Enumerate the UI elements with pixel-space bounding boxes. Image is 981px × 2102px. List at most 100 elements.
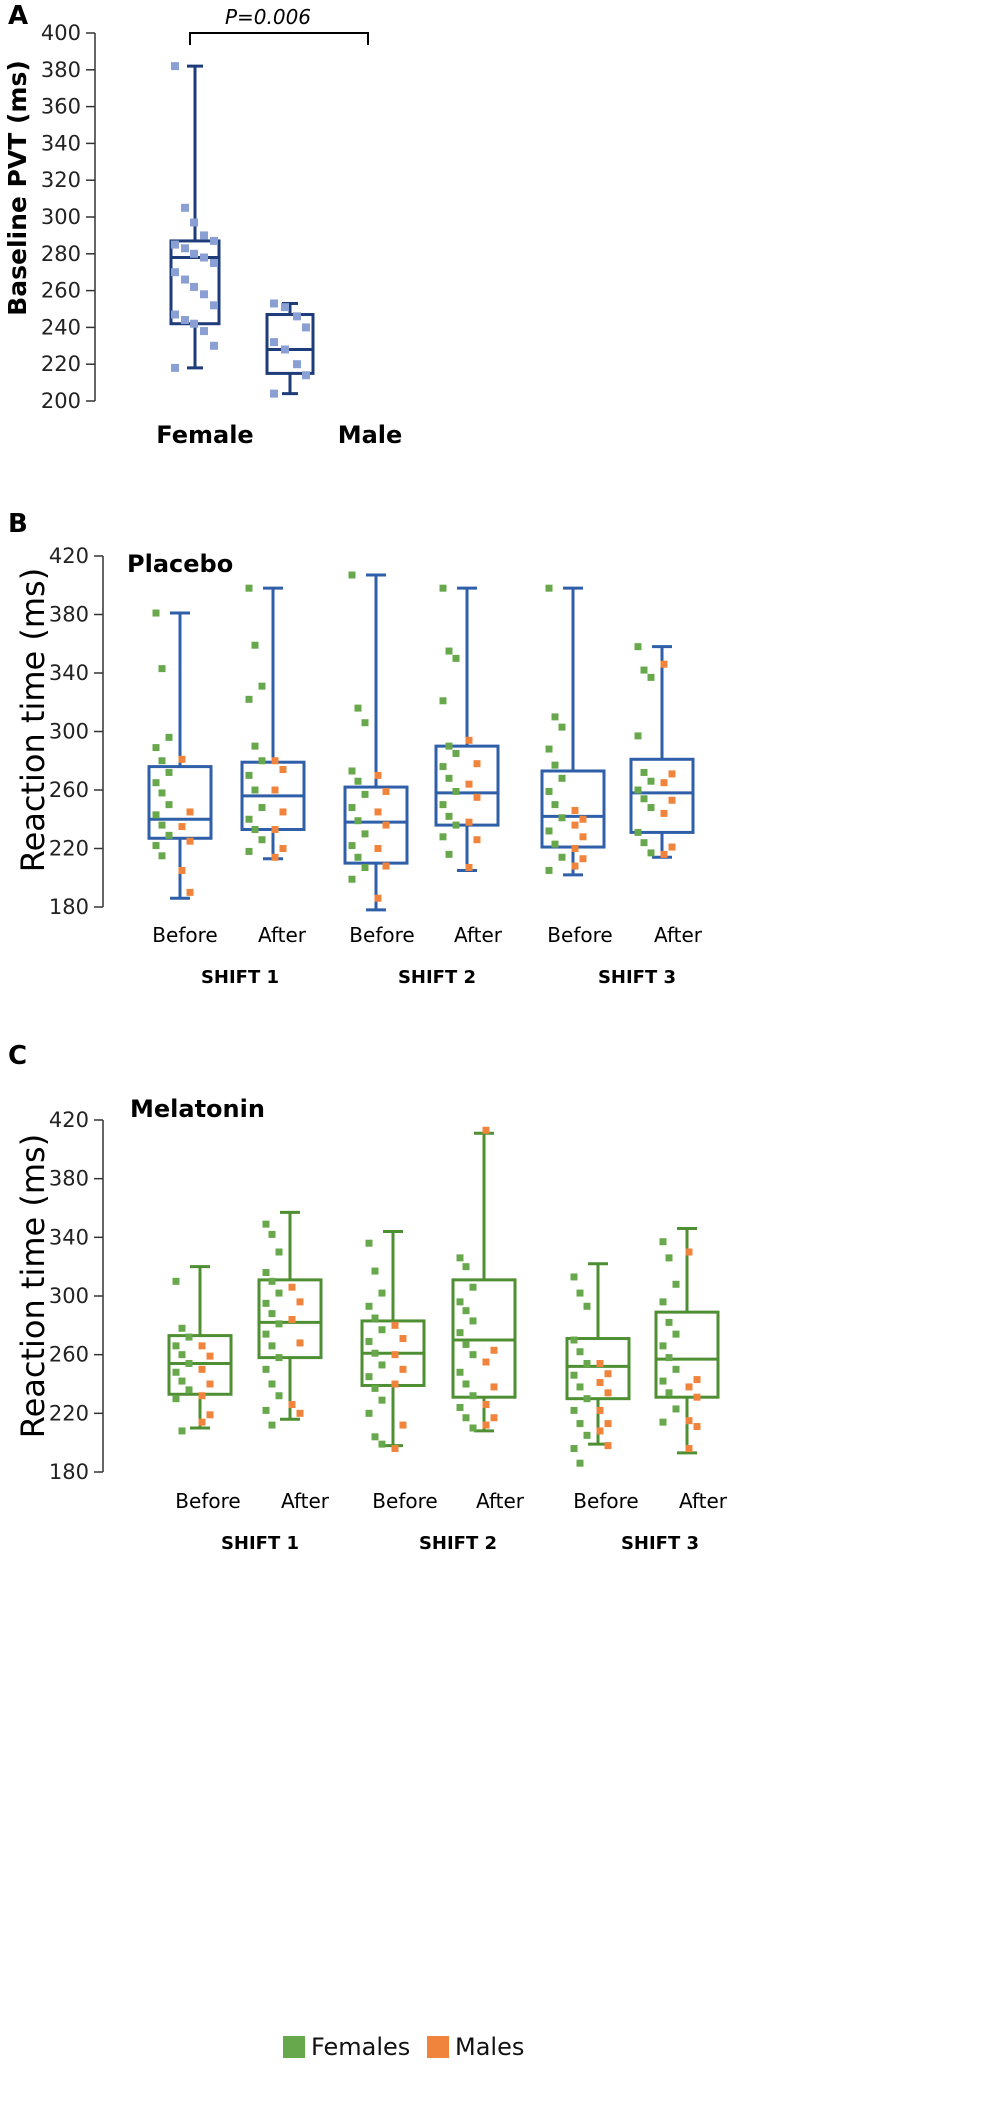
female-data-point	[165, 768, 173, 776]
male-data-point	[198, 1365, 206, 1373]
female-data-point	[469, 1283, 477, 1291]
male-data-point	[279, 808, 287, 816]
female-data-point	[456, 1329, 464, 1337]
y-tick-label: 300	[41, 205, 81, 229]
category-label-male: Male	[338, 421, 403, 449]
data-point	[293, 312, 301, 321]
condition-label-before: Before	[152, 923, 217, 947]
male-data-point	[660, 779, 668, 787]
panel-c: C 180 220 260 300 340 380 420 Reaction time (m…	[8, 1041, 728, 1554]
female-data-point	[640, 666, 648, 674]
y-tick-label: 360	[41, 95, 81, 119]
female-data-point	[456, 1368, 464, 1376]
female-data-point	[439, 763, 447, 771]
male-data-point	[571, 806, 579, 814]
female-data-point	[348, 571, 356, 579]
female-data-point	[583, 1359, 591, 1367]
female-data-point	[659, 1298, 667, 1306]
female-data-point	[583, 1302, 591, 1310]
shift-label-3: SHIFT 3	[621, 1533, 699, 1554]
female-data-point	[583, 1431, 591, 1439]
female-data-point	[371, 1384, 379, 1392]
female-data-point	[268, 1230, 276, 1238]
y-tick-label: 380	[49, 603, 89, 627]
female-data-point	[354, 704, 362, 712]
male-data-point	[391, 1351, 399, 1359]
female-data-point	[469, 1317, 477, 1325]
female-data-point	[545, 584, 553, 592]
box-male-box	[265, 313, 315, 375]
y-tick-label: 260	[49, 1343, 89, 1367]
male-data-point	[660, 809, 668, 817]
legend-label-males: Males	[455, 2033, 524, 2061]
female-data-point	[576, 1289, 584, 1297]
female-data-point	[172, 1368, 180, 1376]
data-point	[171, 240, 179, 249]
female-data-point	[178, 1427, 186, 1435]
female-data-point	[570, 1445, 578, 1453]
y-tick-label: 220	[49, 837, 89, 861]
male-data-point	[178, 755, 186, 763]
female-data-point	[445, 647, 453, 655]
female-data-point	[634, 786, 642, 794]
female-data-point	[365, 1409, 373, 1417]
male-data-point	[382, 787, 390, 795]
data-point	[171, 62, 179, 71]
female-data-point	[659, 1342, 667, 1350]
female-data-point	[445, 812, 453, 820]
female-data-point	[545, 827, 553, 835]
female-data-point	[178, 1324, 186, 1332]
y-tick-label: 240	[41, 315, 81, 339]
y-tick-label: 380	[49, 1167, 89, 1191]
male-data-point	[490, 1346, 498, 1354]
female-data-point	[365, 1302, 373, 1310]
female-data-point	[659, 1377, 667, 1385]
data-point	[171, 363, 179, 372]
female-data-point	[570, 1371, 578, 1379]
female-data-point	[152, 811, 160, 819]
panel-a-boxes	[169, 62, 315, 398]
female-data-point	[456, 1254, 464, 1262]
data-point	[181, 275, 189, 284]
female-data-point	[456, 1298, 464, 1306]
data-point	[210, 236, 218, 245]
data-point	[200, 327, 208, 336]
category-label-female: Female	[156, 421, 253, 449]
male-data-point	[693, 1376, 701, 1384]
male-data-point	[482, 1401, 490, 1409]
legend: Females Males	[283, 2033, 524, 2061]
female-data-point	[152, 779, 160, 787]
female-data-point	[576, 1348, 584, 1356]
panel-a-letter: A	[8, 1, 28, 31]
female-data-point	[371, 1314, 379, 1322]
male-data-point	[271, 757, 279, 765]
data-point	[171, 268, 179, 277]
female-data-point	[158, 665, 166, 673]
panel-c-y-label: Reaction time (ms)	[14, 1134, 52, 1438]
female-data-point	[165, 801, 173, 809]
female-data-point	[275, 1392, 283, 1400]
female-data-point	[275, 1289, 283, 1297]
panel-b-letter: B	[8, 509, 28, 539]
male-data-point	[668, 843, 676, 851]
male-data-point	[374, 845, 382, 852]
y-tick-label: 420	[49, 544, 89, 568]
female-data-point	[665, 1318, 673, 1326]
female-data-point	[152, 744, 160, 752]
panel-c-boxes	[167, 1126, 720, 1467]
y-tick-label: 200	[41, 389, 81, 413]
female-data-point	[647, 777, 655, 785]
female-data-point	[348, 875, 356, 883]
female-data-point	[245, 847, 253, 855]
female-data-point	[262, 1330, 270, 1338]
data-point	[281, 345, 289, 354]
male-data-point	[490, 1414, 498, 1422]
female-data-point	[245, 815, 253, 823]
female-data-point	[452, 749, 460, 757]
male-data-point	[374, 808, 382, 816]
female-data-point	[245, 771, 253, 779]
y-tick-label: 420	[49, 1108, 89, 1132]
condition-label-after: After	[679, 1489, 728, 1513]
data-point	[181, 244, 189, 253]
data-point	[210, 259, 218, 267]
